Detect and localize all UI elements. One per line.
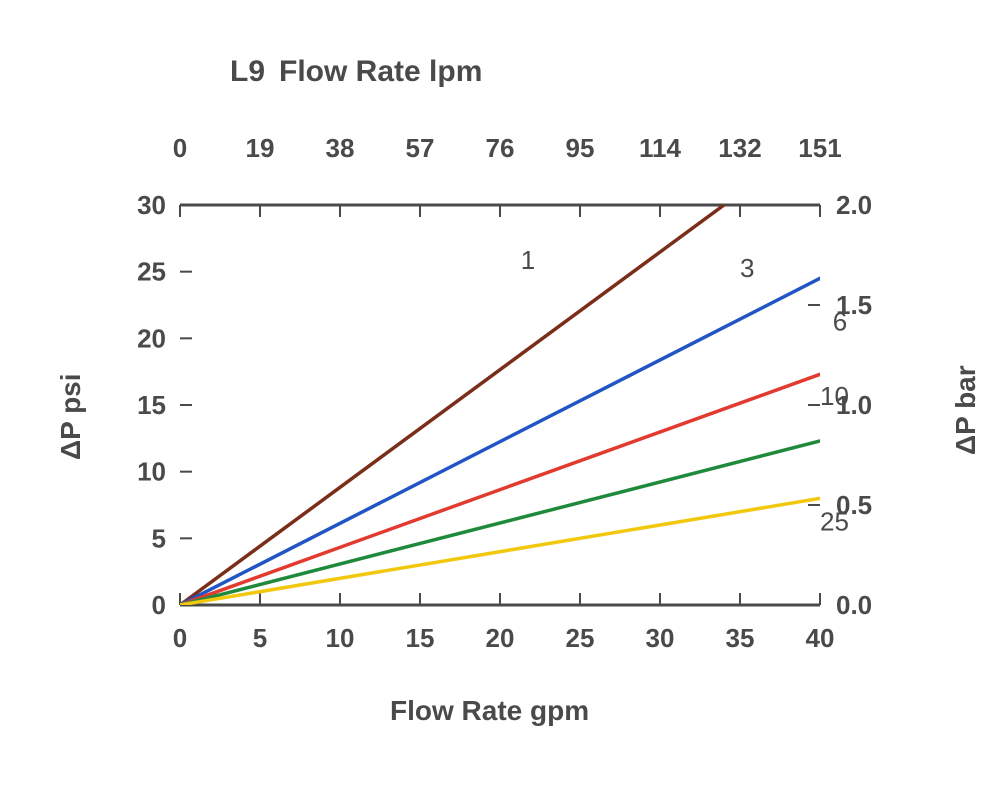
- svg-text:25: 25: [137, 257, 166, 287]
- svg-text:30: 30: [137, 190, 166, 220]
- svg-text:15: 15: [137, 390, 166, 420]
- svg-text:30: 30: [646, 623, 675, 653]
- svg-text:151: 151: [798, 133, 841, 163]
- svg-text:114: 114: [639, 133, 681, 163]
- svg-text:0.0: 0.0: [836, 590, 872, 620]
- svg-text:10: 10: [326, 623, 355, 653]
- svg-text:19: 19: [246, 133, 275, 163]
- svg-text:15: 15: [406, 623, 435, 653]
- svg-text:25: 25: [566, 623, 595, 653]
- right-axis-title: ΔP bar: [950, 365, 982, 455]
- svg-text:57: 57: [406, 133, 435, 163]
- svg-text:25: 25: [820, 506, 849, 536]
- svg-text:132: 132: [718, 133, 761, 163]
- chart-top-title-row: L9 Flow Rate lpm: [230, 55, 482, 89]
- svg-text:5: 5: [253, 623, 267, 653]
- svg-text:35: 35: [726, 623, 755, 653]
- pressure-drop-chart: L9 Flow Rate lpm ΔP psi ΔP bar Flow Rate…: [0, 0, 1003, 786]
- svg-text:1: 1: [521, 245, 535, 275]
- svg-text:3: 3: [740, 253, 754, 283]
- svg-text:38: 38: [326, 133, 355, 163]
- svg-text:20: 20: [486, 623, 515, 653]
- chart-top-axis-title: Flow Rate lpm: [279, 55, 482, 89]
- chart-plot-area: 0510152025303540019385776951141321510510…: [60, 85, 940, 725]
- svg-text:40: 40: [806, 623, 835, 653]
- svg-text:5: 5: [152, 523, 166, 553]
- svg-text:10: 10: [137, 457, 166, 487]
- svg-text:0: 0: [152, 590, 166, 620]
- svg-text:6: 6: [833, 306, 847, 336]
- chart-prefix-label: L9: [230, 55, 265, 89]
- svg-text:10: 10: [820, 381, 849, 411]
- svg-text:95: 95: [566, 133, 595, 163]
- svg-text:0: 0: [173, 623, 187, 653]
- svg-text:2.0: 2.0: [836, 190, 872, 220]
- svg-text:76: 76: [486, 133, 515, 163]
- svg-text:0: 0: [173, 133, 187, 163]
- svg-text:20: 20: [137, 323, 166, 353]
